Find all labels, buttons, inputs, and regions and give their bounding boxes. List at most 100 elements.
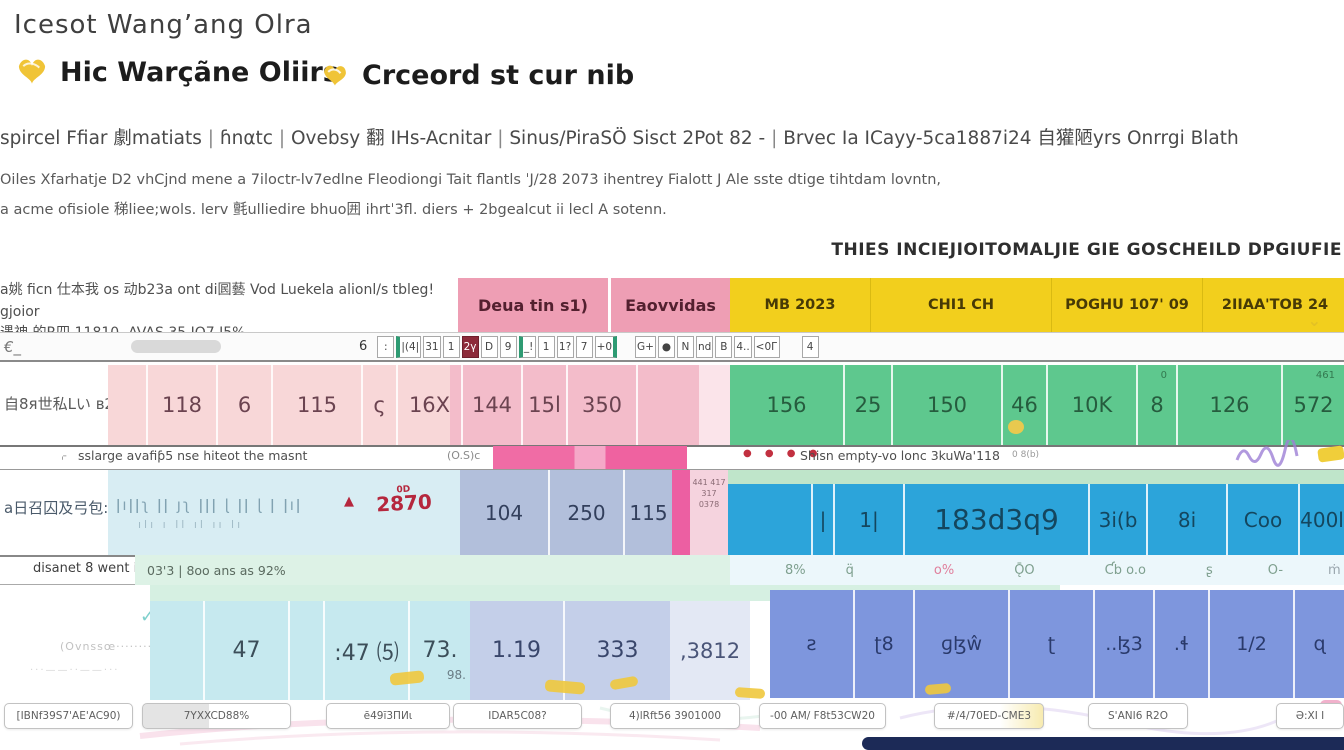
table-cell[interactable]: 183d3q9	[905, 484, 1090, 555]
table-cell[interactable]: 0 8	[1138, 365, 1178, 445]
table-cell[interactable]: 250	[550, 470, 625, 555]
toolbar-icon[interactable]: 2ү	[461, 335, 479, 358]
table-cell[interactable]: 350	[568, 365, 638, 445]
column-header-pink-2[interactable]: Eaovvidas	[611, 278, 730, 332]
toolbar-icon[interactable]: ●	[657, 335, 675, 358]
cell-value: 400l	[1300, 507, 1344, 532]
table-cell[interactable]: 150	[893, 365, 1003, 445]
row3-light-cell[interactable]: ,3812	[670, 601, 750, 700]
toolbar-icon[interactable]: B	[715, 335, 733, 358]
subhead-left: Hic Warçãne Oliirs	[14, 56, 339, 88]
table-cell[interactable]: |	[813, 484, 835, 555]
toolbar-icon[interactable]: 7	[575, 335, 593, 358]
bottom-tab[interactable]: -00 AM/ F8t53CW20	[759, 703, 886, 729]
column-header-yellow-label: 2IIAA'TOB 24	[1221, 297, 1329, 313]
table-cell[interactable]	[290, 601, 325, 700]
toolbar-icon[interactable]: _!	[518, 335, 536, 358]
table-cell[interactable]: :47 ⑸	[325, 601, 410, 700]
toolbar-icon[interactable]: 4	[801, 335, 819, 358]
toolbar-icon[interactable]: G+	[635, 335, 656, 358]
table-cell[interactable]: 16X	[398, 365, 463, 445]
bottom-tab[interactable]: [IBNf39S7'AE'AC90)	[4, 703, 133, 729]
table-cell[interactable]: 15l	[523, 365, 568, 445]
row1-label: 自8я世私Lい ʙ2ɛus	[4, 395, 140, 413]
toolbar-icon[interactable]: <0Г	[753, 335, 780, 358]
table-cell[interactable]: 47	[205, 601, 290, 700]
table-cell[interactable]: 126	[1178, 365, 1283, 445]
table-cell[interactable]: 104	[460, 470, 550, 555]
column-header-yellow[interactable]: 2IIAA'TOB 24 ⌄	[1202, 278, 1344, 332]
band2-mint-block: 03'3 | 8oo ans as 92%	[135, 555, 730, 585]
doodle-glyph: ǬO	[1014, 562, 1035, 578]
bottom-tab[interactable]: #/4/70ED-CME3	[934, 703, 1044, 729]
menu-item[interactable]: Sinus/PiraSÖ Sisct 2Pot 82 -	[509, 128, 783, 149]
table-cell[interactable]: 6	[218, 365, 273, 445]
toolbar-icon[interactable]: 1	[442, 335, 460, 358]
toolbar-icon[interactable]: :	[377, 335, 395, 358]
table-cell[interactable]: 144	[463, 365, 523, 445]
table-cell[interactable]	[108, 365, 148, 445]
table-cell[interactable]: ʈ	[1010, 590, 1095, 698]
table-cell[interactable]: 8i	[1148, 484, 1228, 555]
table-cell[interactable]: 3i(b	[1090, 484, 1148, 555]
menu-item[interactable]: spircel Ffiar 劇matiats	[0, 128, 220, 149]
table-cell[interactable]: 156	[730, 365, 845, 445]
table-cell[interactable]: 98. 73.	[410, 601, 470, 700]
table-cell[interactable]: Coo	[1228, 484, 1300, 555]
table-cell[interactable]: 46	[1003, 365, 1048, 445]
table-cell[interactable]: ς	[363, 365, 398, 445]
table-cell[interactable]	[728, 484, 813, 555]
table-cell[interactable]: 10K	[1048, 365, 1138, 445]
table-cell[interactable]: 1.19	[470, 601, 565, 700]
bottom-tab[interactable]: S'ANI6 R2O	[1088, 703, 1188, 729]
menu-item[interactable]: ɦnαtc	[220, 128, 291, 149]
name-box[interactable]	[131, 340, 222, 353]
toolbar-icon[interactable]: nd	[695, 335, 714, 358]
cell-reference[interactable]: €_	[4, 337, 22, 356]
table-cell[interactable]	[638, 365, 730, 445]
table-cell[interactable]: 25	[845, 365, 893, 445]
bottom-tab[interactable]: 4)lRft56 3901000	[610, 703, 740, 729]
toolbar-icon[interactable]: D	[480, 335, 498, 358]
table-cell[interactable]: ƨ	[770, 590, 855, 698]
cell-value: 104	[484, 500, 524, 525]
toolbar-icon[interactable]: |(4|	[396, 335, 422, 358]
table-cell[interactable]: ʈ8	[855, 590, 915, 698]
table-cell[interactable]: ..ɮ3	[1095, 590, 1155, 698]
bottom-tab[interactable]: Ə:XI I	[1276, 703, 1344, 729]
toolbar-icon[interactable]: 1?	[556, 335, 574, 358]
table-cell[interactable]: ɋ	[1295, 590, 1344, 698]
table-cell[interactable]	[150, 601, 205, 700]
column-header-pink-1[interactable]: Deua tin s1)	[458, 278, 611, 332]
toolbar-icon[interactable]: 9	[499, 335, 517, 358]
table-cell[interactable]: ɡɮŵ	[915, 590, 1010, 698]
column-header-yellow[interactable]: CHI1 CH	[870, 278, 1051, 332]
table-cell[interactable]: 461 572	[1283, 365, 1344, 445]
purple-scribble-decoration	[1235, 437, 1299, 474]
table-cell[interactable]: .ɬ	[1155, 590, 1210, 698]
cell-value: 16X	[408, 393, 451, 417]
column-header-yellow[interactable]: POGHU 107' 09	[1051, 278, 1202, 332]
table-cell[interactable]: 118	[148, 365, 218, 445]
table-cell[interactable]: 1/2	[1210, 590, 1295, 698]
ribbon-heart-icon	[14, 56, 50, 88]
menu-item[interactable]: Ovebsy 翻 IHs-Acnitar	[291, 128, 509, 149]
toolbar-icon[interactable]: 4..	[734, 335, 752, 358]
bottom-tab[interactable]: ē49ī3ПИι	[326, 703, 450, 729]
toolbar-icon[interactable]: 31	[423, 335, 441, 358]
table-cell[interactable]: 333	[565, 601, 670, 700]
menu-item[interactable]: Brvec Ia ICayy-5ca1887i24 自獾陋yrs Onrrgi …	[783, 128, 1239, 149]
bottom-tab[interactable]: 7YXXCD88%	[142, 703, 291, 729]
table-cell[interactable]: 1|	[835, 484, 905, 555]
cell-value: 15l	[528, 393, 561, 417]
band1-checkbox[interactable]: ⌌	[58, 449, 67, 462]
table-cell[interactable]: 115	[625, 470, 672, 555]
toolbar-icon[interactable]: N	[676, 335, 694, 358]
table-cell[interactable]: 115	[273, 365, 363, 445]
table-cell[interactable]: 400l	[1300, 484, 1344, 555]
toolbar-icon[interactable]: 1	[537, 335, 555, 358]
toolbar-icon[interactable]: +0	[594, 335, 618, 358]
column-header-yellow[interactable]: MB 2023	[764, 297, 836, 313]
bottom-tab[interactable]: IDAR5C08?	[453, 703, 582, 729]
